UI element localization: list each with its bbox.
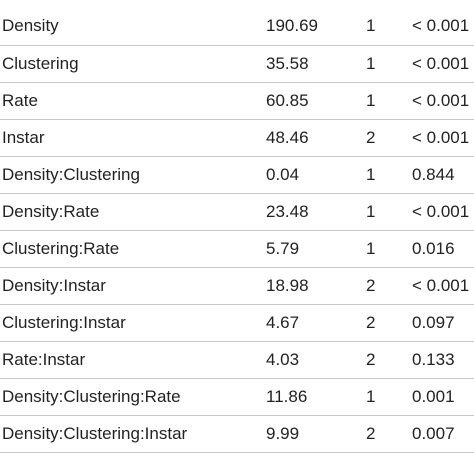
term-cell: Clustering bbox=[0, 45, 266, 83]
table-row: Rate 60.85 1 < 0.001 bbox=[0, 82, 474, 120]
df-cell: 2 bbox=[366, 304, 412, 342]
df-cell: 1 bbox=[366, 45, 412, 83]
df-cell: 1 bbox=[366, 82, 412, 120]
statistic-cell: 23.48 bbox=[266, 193, 366, 231]
p-value-cell: 0.007 bbox=[412, 415, 474, 454]
table-row: Density 190.69 1 < 0.001 bbox=[0, 8, 474, 46]
statistics-table-body: Density 190.69 1 < 0.001 Clustering 35.5… bbox=[0, 8, 474, 454]
p-value-cell: < 0.001 bbox=[412, 8, 474, 46]
p-value-cell: 0.133 bbox=[412, 341, 474, 379]
p-value-cell: < 0.001 bbox=[412, 45, 474, 83]
term-cell: Rate:Instar bbox=[0, 341, 266, 379]
term-cell: Density bbox=[0, 8, 266, 46]
term-cell: Instar bbox=[0, 119, 266, 157]
p-value-cell: 0.016 bbox=[412, 230, 474, 268]
table-row: Density:Instar 18.98 2 < 0.001 bbox=[0, 267, 474, 305]
p-value-cell: 0.097 bbox=[412, 304, 474, 342]
statistic-cell: 18.98 bbox=[266, 267, 366, 305]
term-cell: Density:Clustering:Rate bbox=[0, 378, 266, 417]
statistic-cell: 48.46 bbox=[266, 119, 366, 157]
p-value-cell: < 0.001 bbox=[412, 267, 474, 305]
p-value-cell: 0.001 bbox=[412, 378, 474, 417]
df-cell: 2 bbox=[366, 341, 412, 379]
term-cell: Density:Instar bbox=[0, 267, 266, 305]
table-row: Density:Clustering:Instar 9.99 2 0.007 bbox=[0, 415, 474, 454]
term-cell: Density:Clustering bbox=[0, 156, 266, 194]
table-row: Clustering 35.58 1 < 0.001 bbox=[0, 45, 474, 83]
term-cell: Clustering:Instar bbox=[0, 304, 266, 342]
term-cell: Density:Clustering:Instar bbox=[0, 415, 266, 454]
statistic-cell: 60.85 bbox=[266, 82, 366, 120]
table-row: Instar 48.46 2 < 0.001 bbox=[0, 119, 474, 157]
statistics-table: Density 190.69 1 < 0.001 Clustering 35.5… bbox=[0, 8, 474, 454]
statistic-cell: 35.58 bbox=[266, 45, 366, 83]
p-value-cell: < 0.001 bbox=[412, 82, 474, 120]
statistic-cell: 11.86 bbox=[266, 378, 366, 417]
table-row: Rate:Instar 4.03 2 0.133 bbox=[0, 341, 474, 379]
df-cell: 1 bbox=[366, 378, 412, 417]
term-cell: Rate bbox=[0, 82, 266, 120]
term-cell: Density:Rate bbox=[0, 193, 266, 231]
statistic-cell: 9.99 bbox=[266, 415, 366, 454]
df-cell: 2 bbox=[366, 415, 412, 454]
statistic-cell: 190.69 bbox=[266, 8, 366, 46]
p-value-cell: < 0.001 bbox=[412, 119, 474, 157]
df-cell: 2 bbox=[366, 267, 412, 305]
statistic-cell: 0.04 bbox=[266, 156, 366, 194]
df-cell: 1 bbox=[366, 8, 412, 46]
df-cell: 1 bbox=[366, 193, 412, 231]
table-row: Clustering:Rate 5.79 1 0.016 bbox=[0, 230, 474, 268]
p-value-cell: 0.844 bbox=[412, 156, 474, 194]
p-value-cell: < 0.001 bbox=[412, 193, 474, 231]
df-cell: 1 bbox=[366, 230, 412, 268]
table-row: Density:Clustering:Rate 11.86 1 0.001 bbox=[0, 378, 474, 417]
df-cell: 1 bbox=[366, 156, 412, 194]
statistic-cell: 4.67 bbox=[266, 304, 366, 342]
table-row: Density:Clustering 0.04 1 0.844 bbox=[0, 156, 474, 194]
term-cell: Clustering:Rate bbox=[0, 230, 266, 268]
table-row: Density:Rate 23.48 1 < 0.001 bbox=[0, 193, 474, 231]
statistic-cell: 4.03 bbox=[266, 341, 366, 379]
table-row: Clustering:Instar 4.67 2 0.097 bbox=[0, 304, 474, 342]
statistic-cell: 5.79 bbox=[266, 230, 366, 268]
df-cell: 2 bbox=[366, 119, 412, 157]
